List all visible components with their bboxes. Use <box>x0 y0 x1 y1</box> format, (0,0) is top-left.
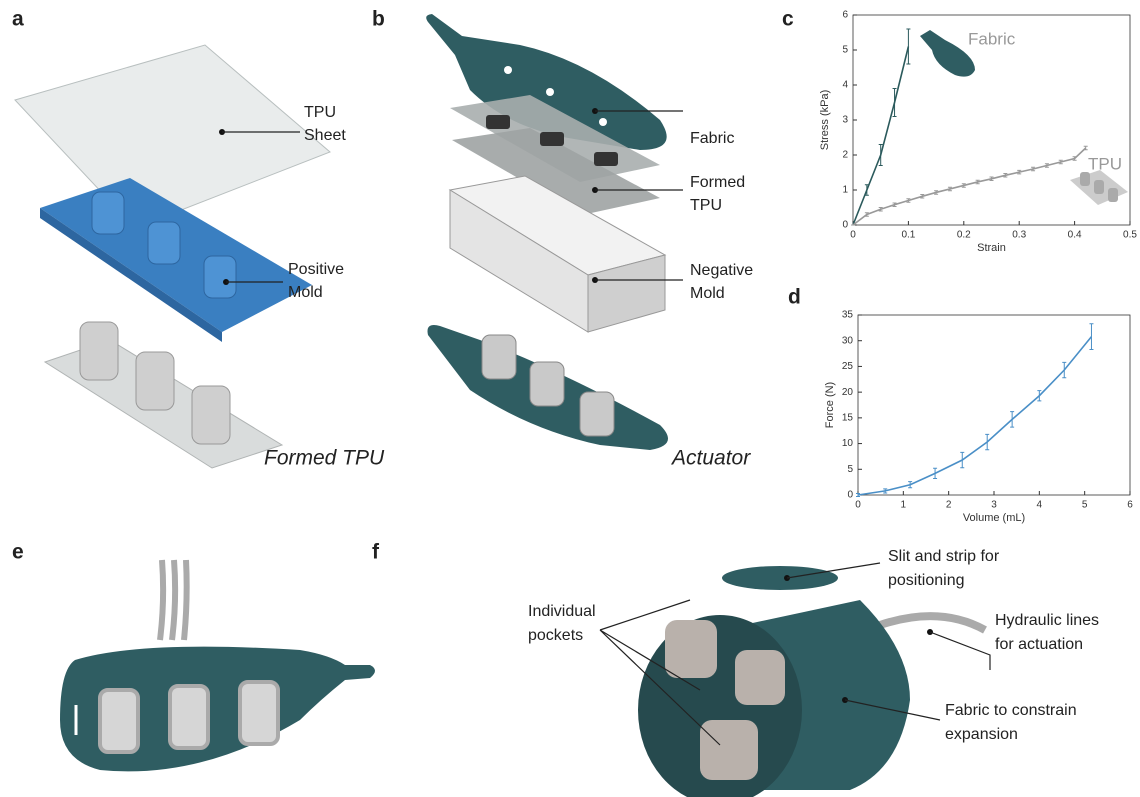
callout: positioning <box>888 572 965 589</box>
panel-label: c <box>782 8 794 31</box>
x-tick-label: 0.5 <box>1123 230 1137 241</box>
y-tick-label: 30 <box>842 335 854 346</box>
y-tick-label: 0 <box>842 220 848 231</box>
panel-label: f <box>372 541 380 564</box>
y-tick-label: 5 <box>842 45 848 56</box>
error-bar <box>1089 324 1093 350</box>
y-tick-label: 10 <box>842 438 854 449</box>
callout: TPU <box>304 104 336 121</box>
data-line <box>853 47 908 226</box>
callout: Fabric to constrain <box>945 702 1077 719</box>
callout: Formed <box>690 174 745 191</box>
error-bar <box>906 29 910 64</box>
callout: for actuation <box>995 636 1083 653</box>
caption: Actuator <box>670 447 751 470</box>
y-tick-label: 5 <box>847 464 853 475</box>
series-label: TPU <box>1088 154 1122 173</box>
callout: Sheet <box>304 127 346 144</box>
illustration-b <box>426 14 683 450</box>
data-line <box>853 148 1086 225</box>
error-bar <box>1010 412 1014 427</box>
panel-label: d <box>788 286 801 309</box>
callout: Negative <box>690 262 753 279</box>
panel-label: b <box>372 8 385 31</box>
callout: Slit and strip for <box>888 548 1000 565</box>
y-tick-label: 1 <box>842 185 848 196</box>
data-line <box>858 337 1091 495</box>
y-axis-label: Force (N) <box>824 382 836 428</box>
plot-frame <box>858 315 1130 495</box>
x-tick-label: 0 <box>855 500 861 511</box>
x-tick-label: 0.3 <box>1012 230 1026 241</box>
error-bar <box>893 89 897 117</box>
callout: TPU <box>690 197 722 214</box>
error-bar <box>1037 391 1041 401</box>
illustration-a <box>15 45 330 468</box>
x-tick-label: 0.1 <box>901 230 915 241</box>
callout: expansion <box>945 726 1018 743</box>
illustration-f <box>600 563 990 797</box>
callout: Hydraulic lines <box>995 612 1099 629</box>
x-tick-label: 5 <box>1082 500 1088 511</box>
x-tick-label: 3 <box>991 500 997 511</box>
x-tick-label: 0.4 <box>1068 230 1082 241</box>
callout: pockets <box>528 627 583 644</box>
x-tick-label: 2 <box>946 500 952 511</box>
x-tick-label: 1 <box>901 500 907 511</box>
x-tick-label: 0.2 <box>957 230 971 241</box>
illustration-e <box>60 560 375 771</box>
x-tick-label: 6 <box>1127 500 1133 511</box>
y-tick-label: 20 <box>842 387 854 398</box>
y-tick-label: 2 <box>842 150 848 161</box>
y-tick-label: 15 <box>842 412 854 423</box>
caption: Formed TPU <box>264 447 385 470</box>
callout: Fabric <box>690 130 734 147</box>
y-tick-label: 3 <box>842 115 848 126</box>
x-axis-label: Strain <box>977 242 1006 254</box>
y-tick-label: 25 <box>842 361 854 372</box>
panel-label: e <box>12 541 24 564</box>
series-label: Fabric <box>968 29 1016 48</box>
x-tick-label: 0 <box>850 230 856 241</box>
x-tick-label: 4 <box>1037 500 1043 511</box>
y-tick-label: 4 <box>842 80 848 91</box>
figure: a b c d e f TPU Sheet Positive Mold Form… <box>0 0 1140 797</box>
y-axis-label: Stress (kPa) <box>819 90 831 151</box>
x-axis-label: Volume (mL) <box>963 512 1025 524</box>
callout: Mold <box>690 285 725 302</box>
y-tick-label: 6 <box>842 10 848 21</box>
callout: Individual <box>528 603 596 620</box>
error-bar <box>985 434 989 449</box>
icon <box>920 30 1128 205</box>
y-tick-label: 35 <box>842 310 854 321</box>
callout: Positive <box>288 261 344 278</box>
y-tick-label: 0 <box>847 490 853 501</box>
panel-label: a <box>12 8 24 31</box>
error-bar <box>1062 362 1066 377</box>
callout: Mold <box>288 284 323 301</box>
